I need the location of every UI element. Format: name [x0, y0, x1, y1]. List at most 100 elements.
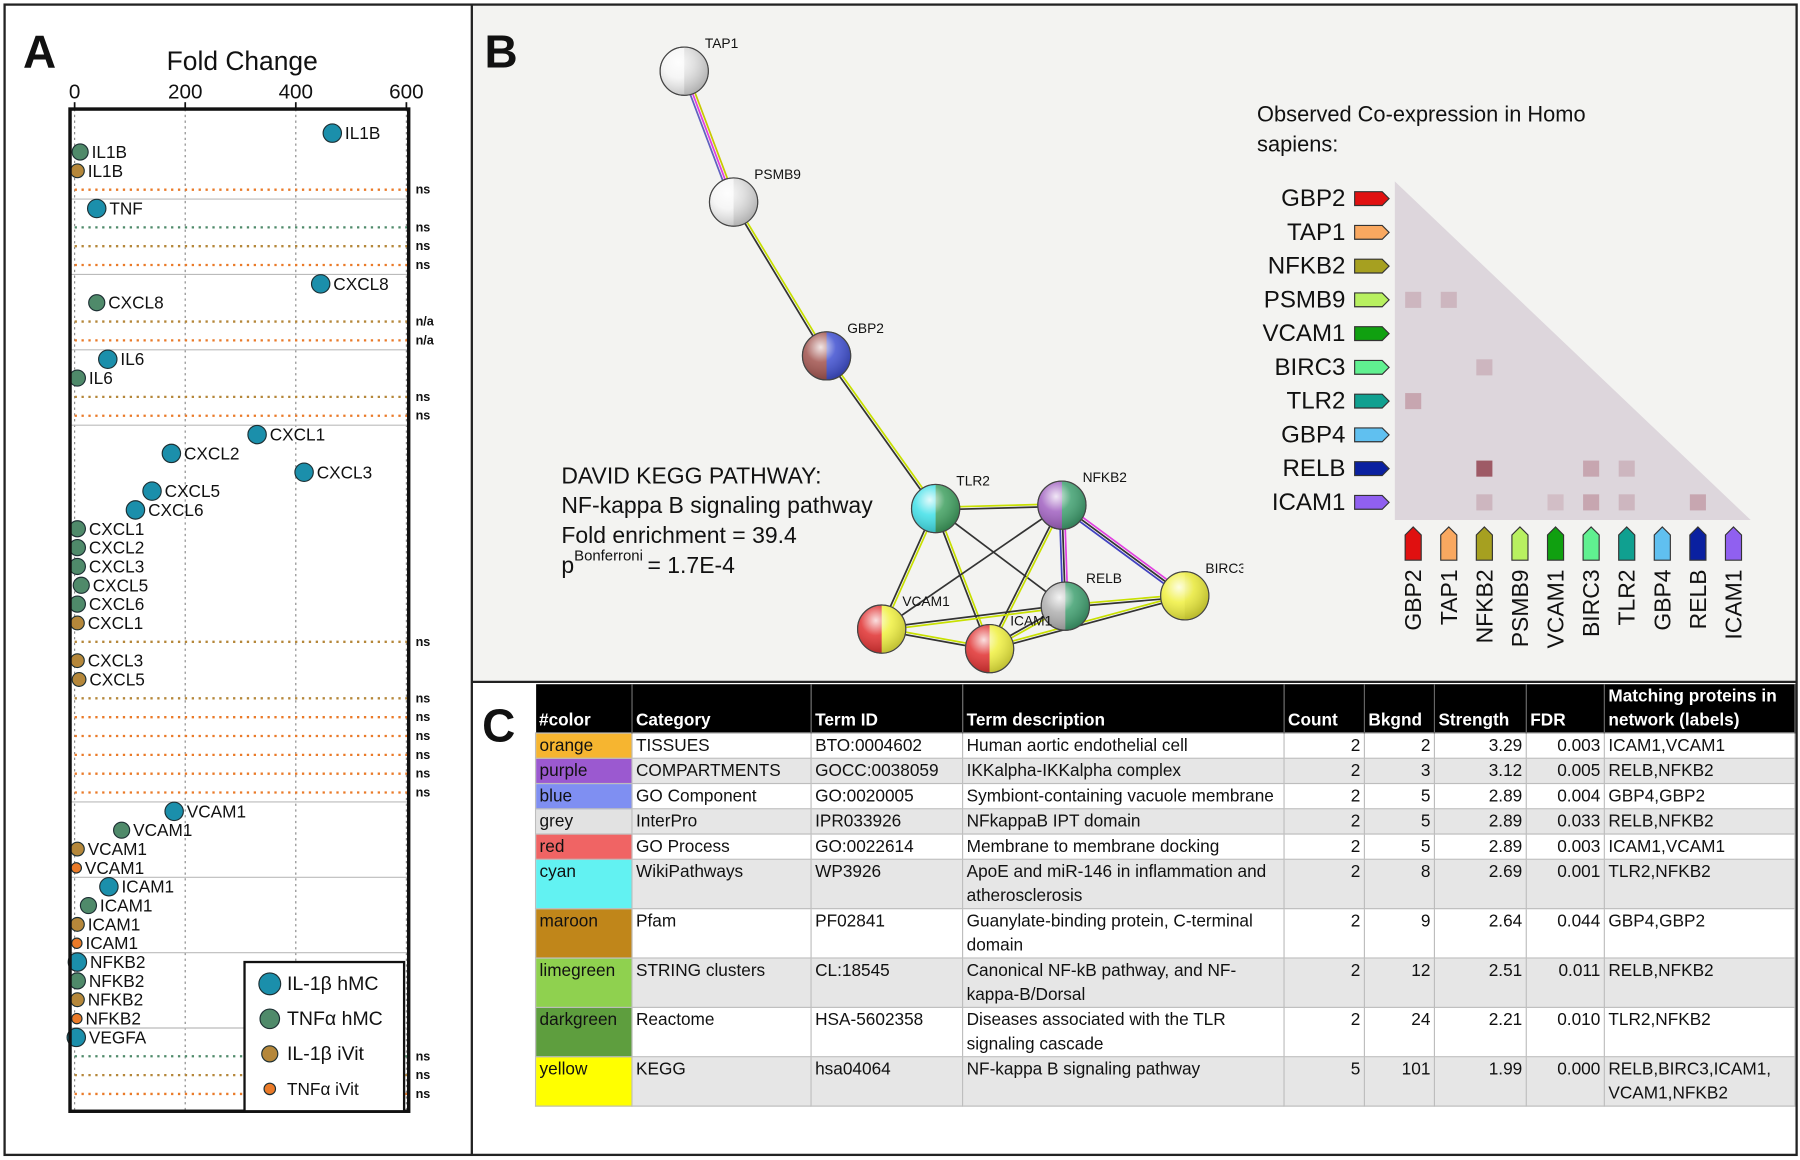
plot-frame: [68, 107, 411, 1113]
row-gene-label: GBP4: [1281, 421, 1345, 448]
table-cell: 2: [1283, 858, 1365, 910]
dot-label: ICAM1: [88, 914, 141, 934]
network-edge: [826, 354, 938, 509]
network-node-gloss: [964, 623, 1015, 674]
table-cell: HSA-5602358: [810, 1006, 964, 1058]
table: #color Category Term ID Term description Cou…: [534, 684, 1796, 1107]
dot: [86, 198, 107, 219]
table-cell: grey: [534, 808, 633, 835]
dot-label: NFKB2: [90, 952, 145, 972]
table-cell: orange: [534, 732, 633, 759]
legend-label: IL-1β iVit: [287, 1043, 365, 1065]
status-label: n/a: [416, 315, 435, 329]
table-row: orange TISSUES BTO:0004602 Human aortic end…: [534, 732, 1796, 759]
network-edge: [989, 596, 1186, 651]
table-row: grey InterPro IPR033926 NFkappaB IPT domain…: [534, 808, 1796, 835]
table-cell: 2: [1283, 732, 1365, 759]
dot-label: CXCL3: [88, 651, 143, 671]
dot: [69, 841, 85, 857]
table-cell: 2.89: [1433, 833, 1527, 860]
column-gene-tag: [1440, 526, 1458, 561]
table-cell: ICAM1,VCAM1: [1603, 732, 1796, 759]
dot-label: CXCL6: [89, 594, 144, 614]
status-label: ns: [416, 710, 431, 724]
table-cell: 0.003: [1525, 732, 1605, 759]
dot-label: CXCL3: [89, 556, 144, 576]
table-cell: GBP4,GBP2: [1603, 782, 1796, 810]
table-cell: GBP4,GBP2: [1603, 908, 1796, 959]
dot-label: CXCL3: [317, 462, 372, 482]
table-cell: cyan: [534, 858, 633, 910]
dot: [69, 916, 85, 932]
table-cell: 9: [1363, 908, 1436, 959]
status-label: ns: [416, 390, 431, 404]
table-cell: 0.010: [1525, 1006, 1605, 1058]
table-cell: RELB,NFKB2: [1603, 957, 1796, 1008]
table-cell: Symbiont-containing vacuole membrane: [962, 782, 1285, 810]
dot: [69, 992, 85, 1008]
column-gene-tag: [1689, 526, 1707, 561]
row-gene-label: TAP1: [1287, 219, 1345, 246]
coexpression-cell: [1583, 494, 1600, 511]
table-cell: 12: [1363, 957, 1436, 1008]
network-node-label: VCAM1: [902, 594, 949, 609]
dot-label: CXCL1: [89, 519, 144, 539]
table-cell: darkgreen: [534, 1006, 633, 1058]
dot-label: IL6: [120, 349, 144, 369]
network-edge: [881, 606, 1066, 632]
table-cell: blue: [534, 782, 633, 810]
table-cell: STRING clusters: [631, 957, 812, 1008]
table-cell: 101: [1363, 1056, 1436, 1107]
coexpression-cell: [1405, 393, 1422, 410]
network: TAP1 PSMB9 GBP2 TLR2 NFKB2 RELB BIRC3 VCAM1 ICAM…: [659, 36, 1243, 674]
dot: [68, 595, 86, 613]
coexpression-cell: [1440, 291, 1457, 308]
table-row: red GO Process GO:0022614 Membrane to membr…: [534, 833, 1796, 860]
status-label: ns: [416, 786, 431, 800]
table-cell: maroon: [534, 908, 633, 959]
table-cell: NFkappaB IPT domain: [962, 808, 1285, 835]
table-cell: 2.51: [1433, 957, 1527, 1008]
dot: [71, 672, 87, 687]
network-edge: [881, 604, 1066, 629]
row-gene-label: GBP2: [1281, 185, 1345, 212]
status-label: ns: [416, 258, 431, 272]
status-label: ns: [416, 635, 431, 649]
network-node-label: GBP2: [847, 321, 884, 336]
table-cell: 0.004: [1525, 782, 1605, 810]
row-gene-label: ICAM1: [1272, 489, 1346, 516]
dot: [79, 896, 98, 915]
table-cell: 5: [1363, 782, 1436, 810]
table-cell: 2: [1283, 833, 1365, 860]
table-cell: GO:0020005: [810, 782, 964, 810]
figure-border: [3, 3, 1798, 1157]
table-cell: Guanylate-binding protein, C-terminal do…: [962, 908, 1285, 959]
dot-label: CXCL5: [93, 575, 148, 595]
panel-label: A: [23, 26, 56, 78]
table-cell: GOCC:0038059: [810, 757, 964, 785]
status-label: ns: [416, 1068, 431, 1082]
table-cell: WP3926: [810, 858, 964, 910]
network-edge: [731, 202, 827, 357]
dot: [113, 821, 131, 839]
table-cell: 5: [1363, 833, 1436, 860]
status-label: ns: [416, 239, 431, 253]
dot: [72, 576, 90, 594]
row-gene-tag: [1354, 224, 1390, 240]
dot-label: CXCL8: [108, 293, 163, 313]
header-cell: #color: [535, 684, 633, 733]
table-row: maroon Pfam PF02841 Guanylate-binding prote…: [534, 908, 1796, 959]
table-cell: 0.044: [1525, 908, 1605, 959]
network-edge: [881, 504, 1063, 630]
table-cell: 8: [1363, 858, 1436, 910]
table-cell: red: [534, 833, 633, 860]
row-gene-label: VCAM1: [1262, 320, 1345, 347]
column-gene-label: VCAM1: [1543, 569, 1569, 648]
table-cell: 2: [1363, 732, 1436, 759]
x-axis-title: Fold Change: [167, 46, 318, 76]
table-cell: hsa04064: [810, 1056, 964, 1107]
status-label: ns: [416, 748, 431, 762]
table-cell: 2.89: [1433, 808, 1527, 835]
status-label: ns: [416, 183, 431, 197]
